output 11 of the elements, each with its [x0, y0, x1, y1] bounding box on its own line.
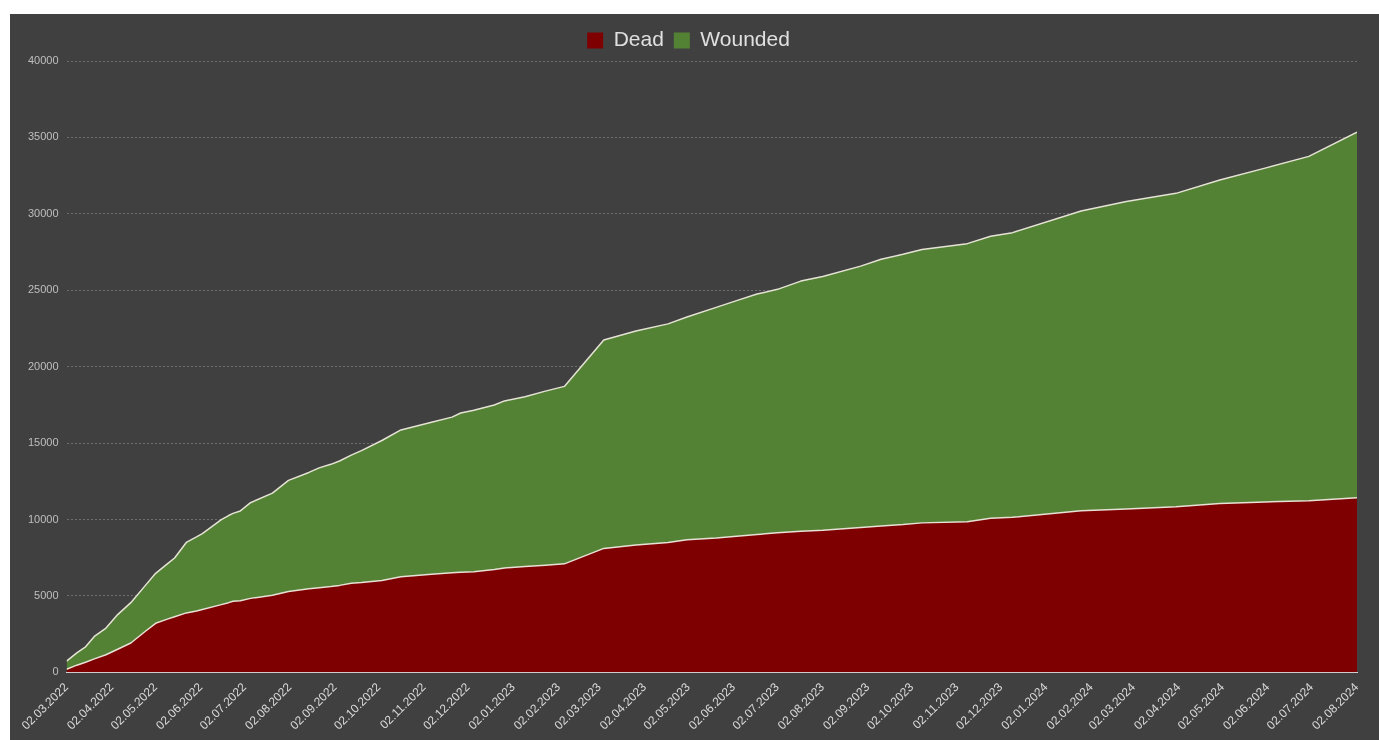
legend-label: Wounded	[700, 27, 790, 51]
y-tick-label: 20000	[27, 359, 59, 372]
y-tick-label: 35000	[27, 130, 59, 143]
y-tick-label: 40000	[27, 54, 59, 67]
y-tick-label: 30000	[27, 206, 59, 219]
y-tick-label: 15000	[27, 436, 59, 449]
y-tick-label: 5000	[34, 588, 59, 601]
legend-label: Dead	[613, 27, 664, 51]
y-tick-label: 25000	[27, 283, 59, 296]
y-tick-label: 0	[52, 665, 59, 678]
y-tick-label: 10000	[27, 512, 59, 525]
